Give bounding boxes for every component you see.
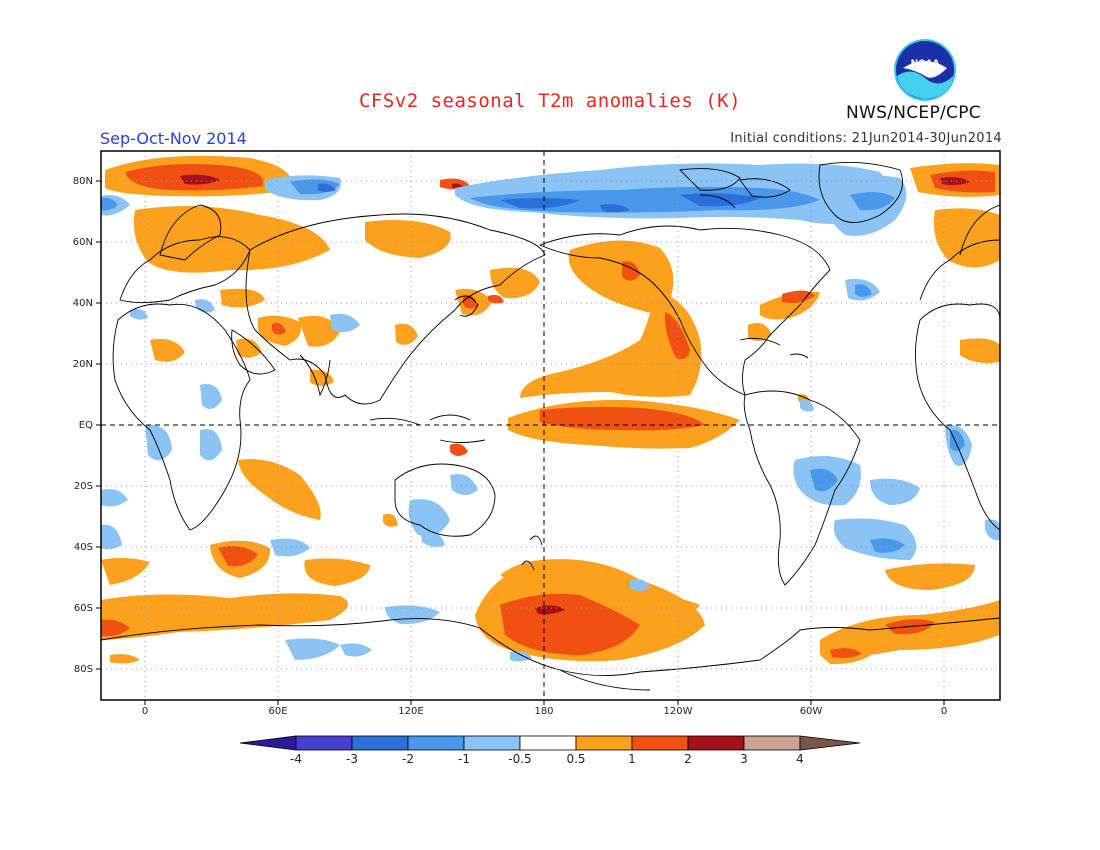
anomaly-fields [101,155,1000,665]
colorbar-swatch [351,735,409,751]
colorbar-swatch [575,735,633,751]
colorbar-swatch [687,735,745,751]
colorbar-tick-label: 1 [628,752,636,766]
lon-label: 60W [800,706,823,717]
lat-label: 60N [73,237,93,248]
lon-label: 0 [941,706,947,717]
latitude-labels: 80N 60N 40N 20N EQ 20S 40S 60S 80S [73,176,93,675]
colorbar-tick-label: 4 [796,752,804,766]
lat-label: 20N [73,359,93,370]
colorbar-swatch [463,735,521,751]
colorbar-swatch [407,735,465,751]
colorbar-swatch [743,735,801,751]
colorbar-tick-label: -3 [346,752,358,766]
colorbar-tick-label: 2 [684,752,692,766]
colorbar-legend [239,735,861,751]
map-title: CFSv2 seasonal T2m anomalies (K) [358,90,742,112]
lat-label: 80N [73,176,93,187]
coastlines [101,161,1000,691]
lat-label: 20S [74,481,93,492]
lon-label: 120E [398,706,423,717]
colorbar-tick-label: -2 [402,752,414,766]
lat-label: 40S [74,542,93,553]
colorbar-swatch [295,735,353,751]
lon-label: 0 [142,706,148,717]
season-label: Sep-Oct-Nov 2014 [100,129,247,148]
lat-label: 40N [73,298,93,309]
lat-label: EQ [79,420,93,431]
colorbar-tick-label: -0.5 [508,752,531,766]
colorbar-tick-label: -4 [290,752,302,766]
lat-label: 80S [74,664,93,675]
agency-label: NWS/NCEP/CPC [846,103,981,123]
lon-label: 60E [268,706,287,717]
colorbar-tick-label: 0.5 [566,752,585,766]
lon-label: 120W [664,706,693,717]
colorbar-swatch [799,735,861,751]
reference-lines [101,151,1000,700]
noaa-logo-icon: NOAA [894,39,956,101]
colorbar-tick-label: 3 [740,752,748,766]
colorbar-swatch [631,735,689,751]
colorbar-labels: -4 -3 -2 -1 -0.5 0.5 1 2 3 4 [290,752,804,766]
lon-label: 180 [534,706,553,717]
axis-ticks [96,180,945,705]
noaa-logo-text: NOAA [911,59,940,69]
colorbar-swatch [519,735,577,751]
longitude-labels: 0 60E 120E 180 120W 60W 0 [142,706,947,717]
initial-conditions-label: Initial conditions: 21Jun2014-30Jun2014 [730,131,1002,146]
colorbar-tick-label: -1 [458,752,470,766]
lat-label: 60S [74,603,93,614]
colorbar-swatch [239,735,297,751]
